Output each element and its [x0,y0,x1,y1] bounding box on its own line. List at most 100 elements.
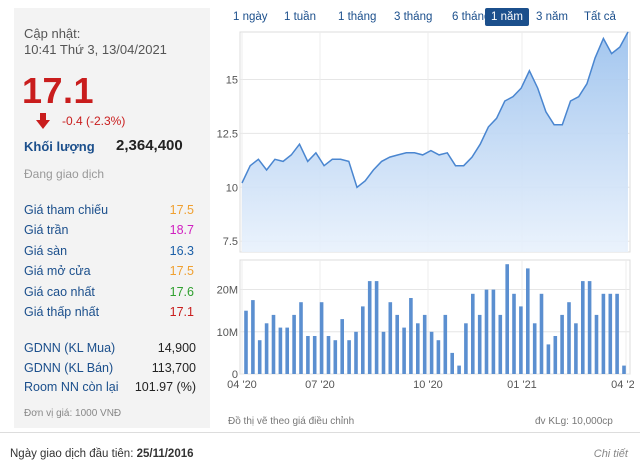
volume-bar [299,302,303,374]
volume-bar [374,281,379,374]
volume-bar [526,268,530,374]
volume-label: Khối lượng [24,139,95,154]
volume-bar [264,323,269,374]
chart-note: Đồ thị vẽ theo giá điều chỉnh [228,416,355,427]
volume-bar [443,314,448,374]
foreign-row-value: 101.97 (%) [134,380,196,394]
volume-bar [450,352,454,374]
update-label: Cập nhật: [24,26,81,41]
tab-3-months[interactable]: 3 tháng [394,11,433,23]
foreign-row-label: GDNN (KL Mua) [24,341,116,355]
tab-1-day[interactable]: 1 ngày [233,11,268,23]
volume-bar [471,293,475,374]
price-row-open: Giá mở cửa 17.5 [24,264,196,284]
tab-1-month[interactable]: 1 tháng [338,11,377,23]
volume-bar [574,323,578,374]
tab-1-year[interactable]: 1 năm [485,8,529,26]
volume-bar [271,314,276,374]
price-tick-label: 15 [226,74,238,86]
price-row-value: 17.1 [169,304,194,319]
volume-bar [251,300,255,374]
price-change: -0.4 (-2.3%) [62,114,126,128]
volume-bar [388,302,393,374]
volume-bar [361,306,365,374]
price-tick-label: 10 [226,182,238,194]
volume-bar [436,340,441,374]
volume-bar [560,314,564,374]
volume-value: 2,364,400 [116,137,183,154]
volume-bar [367,281,372,374]
volume-bar [347,340,351,374]
volume-tick-label: 20M [217,285,238,297]
price-row-ceiling: Giá trần 18.7 [24,223,196,243]
tab-1-week[interactable]: 1 tuần [284,11,316,23]
down-arrow-icon [36,113,50,129]
volume-bar [498,314,503,374]
first-trade-label: Ngày giao dịch đầu tiên: [10,448,134,460]
volume-bar [622,365,626,374]
volume-bar [409,298,413,374]
volume-bar [244,310,248,374]
volume-tick-label: 0 [232,369,238,381]
volume-bar [539,293,544,374]
volume-bar [505,264,509,374]
foreign-row-value: 14,900 [157,341,196,355]
price-line [241,31,629,189]
volume-bar [594,314,599,374]
volume-bar [601,293,606,374]
volume-unit-note: đv KLg: 10,000cp [535,416,613,427]
x-tick-label: 01 '21 [507,379,537,391]
x-tick-label: 04 '21 [611,379,634,391]
price-row-value: 17.5 [169,264,194,279]
volume-bar [333,340,338,374]
price-row-value: 18.7 [169,223,194,238]
price-row-reference: Giá tham chiếu 17.5 [24,203,196,223]
volume-bar [457,365,461,374]
volume-bar [464,323,468,374]
update-time: 10:41 Thứ 3, 13/04/2021 [24,42,167,57]
detail-link[interactable]: Chi tiết [593,448,628,460]
volume-bar [581,281,585,374]
volume-bar [306,336,310,374]
foreign-sell-row: GDNN (KL Bán) 113,700 [24,361,196,381]
price-row-value: 16.3 [169,243,194,258]
volume-bar [319,302,324,374]
x-tick-label: 10 '20 [413,379,443,391]
price-tick-label: 12.5 [217,128,238,140]
price-row-label: Giá mở cửa [24,264,91,279]
tab-6-months[interactable]: 6 tháng [452,11,491,23]
foreign-row-label: GDNN (KL Bán) [24,360,114,375]
volume-bar [354,331,358,374]
foreign-room-row: Room NN còn lại 101.97 (%) [24,380,196,400]
trading-status: Đang giao dịch [24,167,105,181]
foreign-trading-list: GDNN (KL Mua) 14,900 GDNN (KL Bán) 113,700… [24,341,196,400]
tab-3-years[interactable]: 3 năm [536,11,568,23]
volume-bar [416,323,420,374]
price-row-value: 17.6 [169,284,194,299]
x-tick-label: 07 '20 [305,379,335,391]
volume-bar [587,281,592,374]
volume-bar [519,306,523,374]
volume-bar [395,314,399,374]
current-price: 17.1 [22,70,95,111]
volume-bar [429,331,434,374]
price-row-label: Giá sàn [24,243,68,258]
volume-bar [257,340,262,374]
x-tick-label: 04 '20 [227,379,257,391]
volume-bar [546,344,551,374]
volume-bar [381,331,386,374]
divider [0,432,640,433]
volume-bar [340,319,344,374]
foreign-buy-row: GDNN (KL Mua) 14,900 [24,341,196,361]
price-row-high: Giá cao nhất 17.6 [24,285,196,305]
price-list: Giá tham chiếu 17.5 Giá trần 18.7 Giá sàn 1… [24,203,196,325]
volume-bar [312,336,317,374]
volume-bar [615,293,619,374]
volume-bar [285,327,289,374]
volume-bar [567,302,571,374]
price-row-label: Giá tham chiếu [24,203,109,217]
tab-all[interactable]: Tất cả [584,11,616,23]
price-row-value: 17.5 [169,203,194,217]
first-trade-date: Ngày giao dịch đầu tiên: 25/11/2016 [10,448,194,460]
volume-bar [532,323,537,374]
